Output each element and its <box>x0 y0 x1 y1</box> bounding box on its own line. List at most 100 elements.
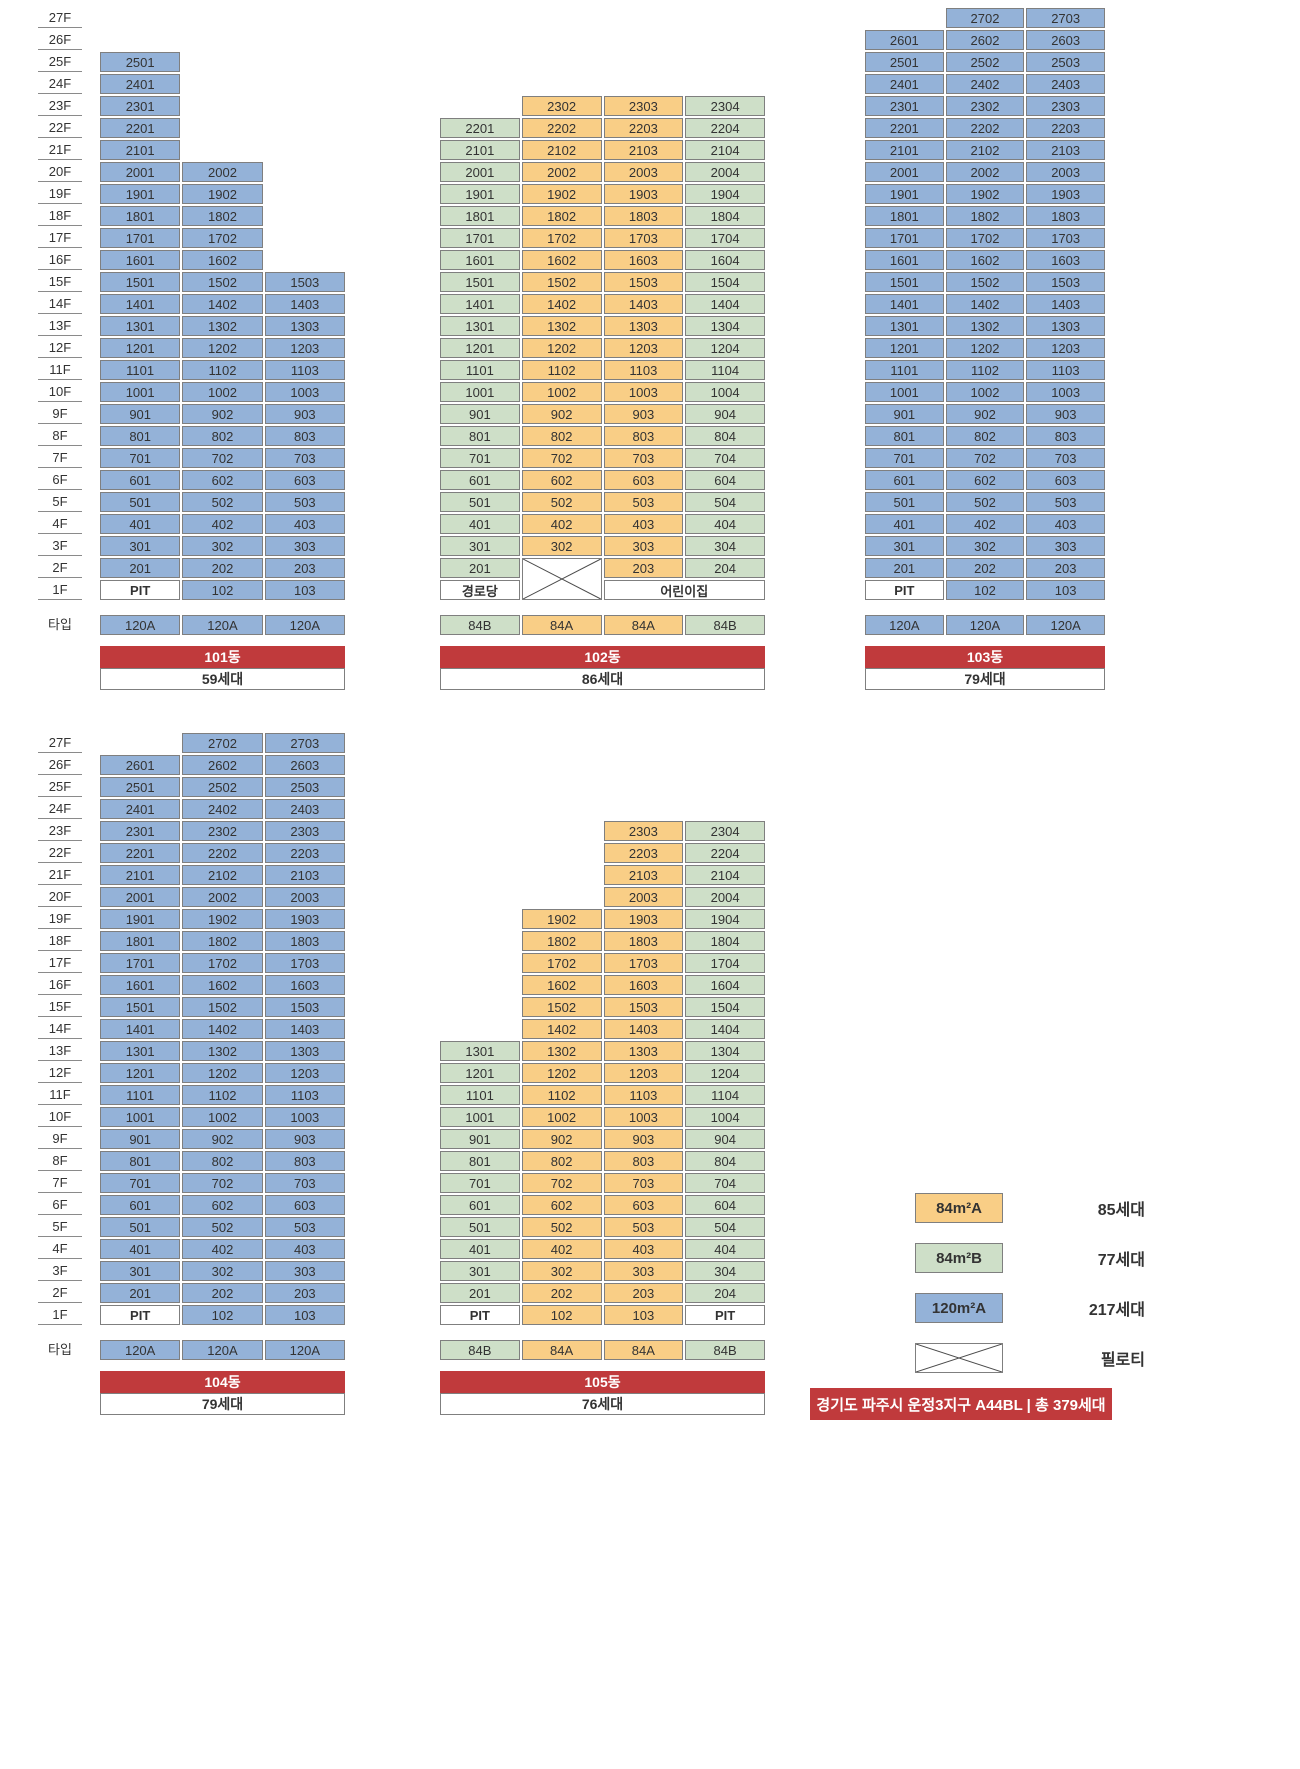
unit-cell: 1103 <box>264 360 345 380</box>
unit-cell: 1103 <box>1026 360 1105 380</box>
unit-cell: 1501 <box>865 272 944 292</box>
type-cell: 84B <box>685 615 765 635</box>
unit-cell: 2003 <box>603 162 684 182</box>
type-cell: 84A <box>521 1340 602 1360</box>
unit-cell: 1701 <box>865 228 944 248</box>
unit-cell: 1803 <box>603 931 684 951</box>
floor-label: 27F <box>38 733 82 753</box>
unit-cell: 1802 <box>521 931 602 951</box>
unit-cell: 1903 <box>603 909 684 929</box>
unit-cell: 602 <box>182 470 263 490</box>
empty-cell <box>522 755 602 775</box>
unit-cell: 401 <box>440 1239 520 1259</box>
unit-cell: 2703 <box>264 733 345 753</box>
unit-cell: 901 <box>100 1129 181 1149</box>
unit-cell: 2303 <box>264 821 345 841</box>
unit-cell: 102 <box>521 1305 602 1325</box>
unit-cell: 801 <box>440 426 520 446</box>
unit-cell: 201 <box>440 558 520 578</box>
unit-cell: 2501 <box>100 777 181 797</box>
building-104-block: 2702 2703 2601 2602 2603 2501 2502 2503 2401 2402… <box>100 733 345 1415</box>
unit-cell: 2502 <box>945 52 1025 72</box>
unit-cell: 1502 <box>182 272 263 292</box>
unit-cell: 601 <box>440 470 520 490</box>
unit-cell: 2203 <box>603 843 684 863</box>
unit-cell: 402 <box>945 514 1025 534</box>
unit-cell: 2302 <box>945 96 1025 116</box>
empty-cell <box>265 184 345 204</box>
building-102-name: 102동 <box>440 646 765 668</box>
unit-cell: 1202 <box>182 1063 263 1083</box>
unit-cell: 801 <box>440 1151 520 1171</box>
unit-cell: 1303 <box>1026 316 1105 336</box>
floor-label: 25F <box>38 777 82 797</box>
unit-cell: 1401 <box>100 1019 181 1039</box>
unit-cell: 1002 <box>945 382 1025 402</box>
floor-label: 17F <box>38 953 82 973</box>
unit-cell: 1704 <box>685 953 765 973</box>
floor-label: 6F <box>38 1195 82 1215</box>
unit-cell: 1204 <box>685 1063 765 1083</box>
unit-cell: 103 <box>264 1305 345 1325</box>
unit-cell: 901 <box>440 404 520 424</box>
empty-cell <box>604 52 684 72</box>
unit-cell: 1603 <box>1026 250 1105 270</box>
unit-cell: 301 <box>865 536 944 556</box>
building-102-grid: 2302 2303 2304 2201 2202 2203 2204 2101 2102 2103… <box>440 8 765 600</box>
unit-cell: 2401 <box>865 74 944 94</box>
empty-cell <box>265 140 345 160</box>
unit-cell: 1302 <box>521 316 602 336</box>
unit-cell: 904 <box>685 1129 765 1149</box>
unit-cell: 2101 <box>440 140 520 160</box>
x-cross-icon <box>523 559 601 599</box>
unit-cell: 2301 <box>865 96 944 116</box>
unit-cell: 503 <box>1026 492 1105 512</box>
unit-cell: 1203 <box>1026 338 1105 358</box>
building-101-type-row: 120A 120A 120A <box>100 615 345 635</box>
unit-cell: 1604 <box>685 250 765 270</box>
unit-cell: 1302 <box>945 316 1025 336</box>
unit-cell: 604 <box>685 470 765 490</box>
empty-cell <box>440 821 520 841</box>
building-105-type-row: 84B 84A 84A 84B <box>440 1340 765 1360</box>
unit-cell: 502 <box>945 492 1025 512</box>
floor-label: 26F <box>38 30 82 50</box>
unit-cell: 1903 <box>1026 184 1105 204</box>
empty-cell <box>265 30 345 50</box>
unit-cell: 2301 <box>100 96 181 116</box>
unit-cell: 1703 <box>603 953 684 973</box>
empty-cell <box>182 52 262 72</box>
unit-cell: 2304 <box>685 96 765 116</box>
empty-cell <box>100 30 180 50</box>
unit-cell: 404 <box>685 1239 765 1259</box>
unit-cell: 1601 <box>440 250 520 270</box>
unit-cell: 201 <box>100 1283 181 1303</box>
building-103-grid: 2702 2703 2601 2602 2603 2501 2502 2503 2401 2402… <box>865 8 1105 600</box>
unit-cell: 1202 <box>521 1063 602 1083</box>
unit-cell: 2104 <box>685 865 765 885</box>
empty-cell <box>522 74 602 94</box>
unit-cell: 1203 <box>264 1063 345 1083</box>
unit-cell: 102 <box>945 580 1025 600</box>
unit-cell: 1002 <box>182 382 263 402</box>
unit-cell: 1201 <box>100 338 181 358</box>
unit-cell: 2402 <box>182 799 263 819</box>
floor-label: 15F <box>38 997 82 1017</box>
unit-cell: 501 <box>100 492 181 512</box>
unit-cell: 302 <box>182 1261 263 1281</box>
unit-cell: 2202 <box>945 118 1025 138</box>
floor-label: 14F <box>38 1019 82 1039</box>
unit-cell: 1002 <box>182 1107 263 1127</box>
building-103-name: 103동 <box>865 646 1105 668</box>
building-105-households: 76세대 <box>440 1393 765 1415</box>
unit-cell: 1203 <box>264 338 345 358</box>
floor-label: 10F <box>38 1107 82 1127</box>
unit-cell: 703 <box>264 448 345 468</box>
empty-cell <box>440 953 520 973</box>
unit-cell: 1304 <box>685 316 765 336</box>
unit-cell: 어린이집 <box>603 580 765 600</box>
unit-cell: 2003 <box>264 887 345 907</box>
type-cell: 84B <box>685 1340 765 1360</box>
unit-cell: 1503 <box>264 997 345 1017</box>
unit-cell: 1801 <box>100 931 181 951</box>
